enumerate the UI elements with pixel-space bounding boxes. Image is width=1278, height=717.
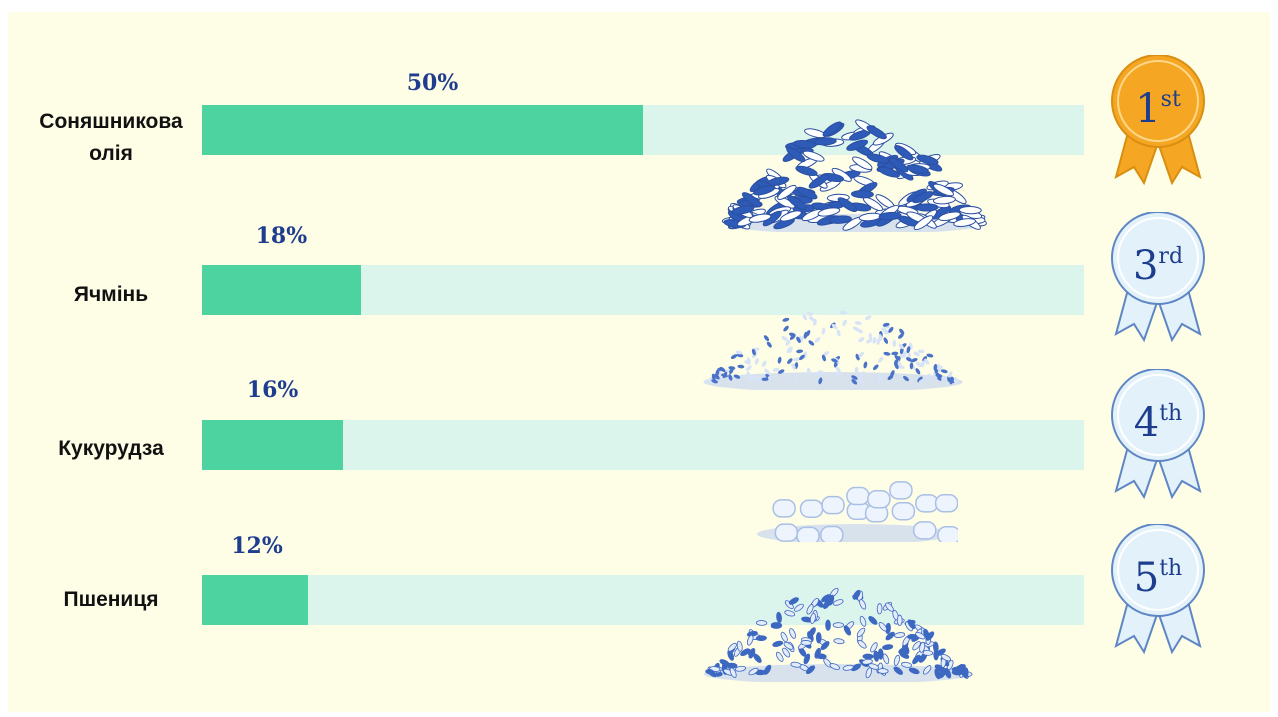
bar-track [202,105,1084,155]
medal-icon [1111,368,1205,500]
rank-label: 5th [1133,555,1183,601]
bar-row: Ячмінь 18% 3rd [8,172,1270,390]
category-label: Ячмінь [73,283,149,306]
sunflower-seeds-pile-icon [721,119,987,232]
barley-pile-icon [703,310,963,390]
bar-row: Кукурудза 16% 4th [8,327,1270,542]
rank-medal: 5th [1108,523,1218,655]
bar [202,265,361,315]
category-label: Пшениця [63,588,159,611]
bar [202,420,344,470]
bar [202,105,643,155]
medal-icon [1111,523,1205,655]
corn-kernels-pile-icon [757,481,958,542]
chart-panel: Соняшникова олія 50% 1st Ячмінь 18% 3rd … [8,12,1270,712]
rank-medal: 3rd [1108,211,1218,343]
wheat-pile-icon [703,587,973,682]
rank-label: 3rd [1132,243,1184,289]
rank-medal: 1st [1108,54,1218,186]
bar-row: Соняшникова олія 50% 1st [8,12,1270,232]
medal-icon [1111,211,1205,343]
bar-row: Пшениця 12% 5th [8,482,1270,682]
category-label: Кукурудза [58,437,164,460]
rank-medal: 4th [1108,368,1218,500]
bar-track [202,575,1084,625]
value-label: 18% [255,223,308,249]
value-label: 12% [231,533,283,559]
rank-label: 4th [1133,400,1183,446]
category-label: Соняшникова олія [39,110,183,165]
medal-icon [1111,54,1205,186]
bar-track [202,265,1084,315]
value-label: 16% [246,377,299,403]
rank-label: 1st [1135,86,1181,132]
bar [202,575,308,625]
bar-track [202,420,1084,470]
value-label: 50% [406,70,459,96]
